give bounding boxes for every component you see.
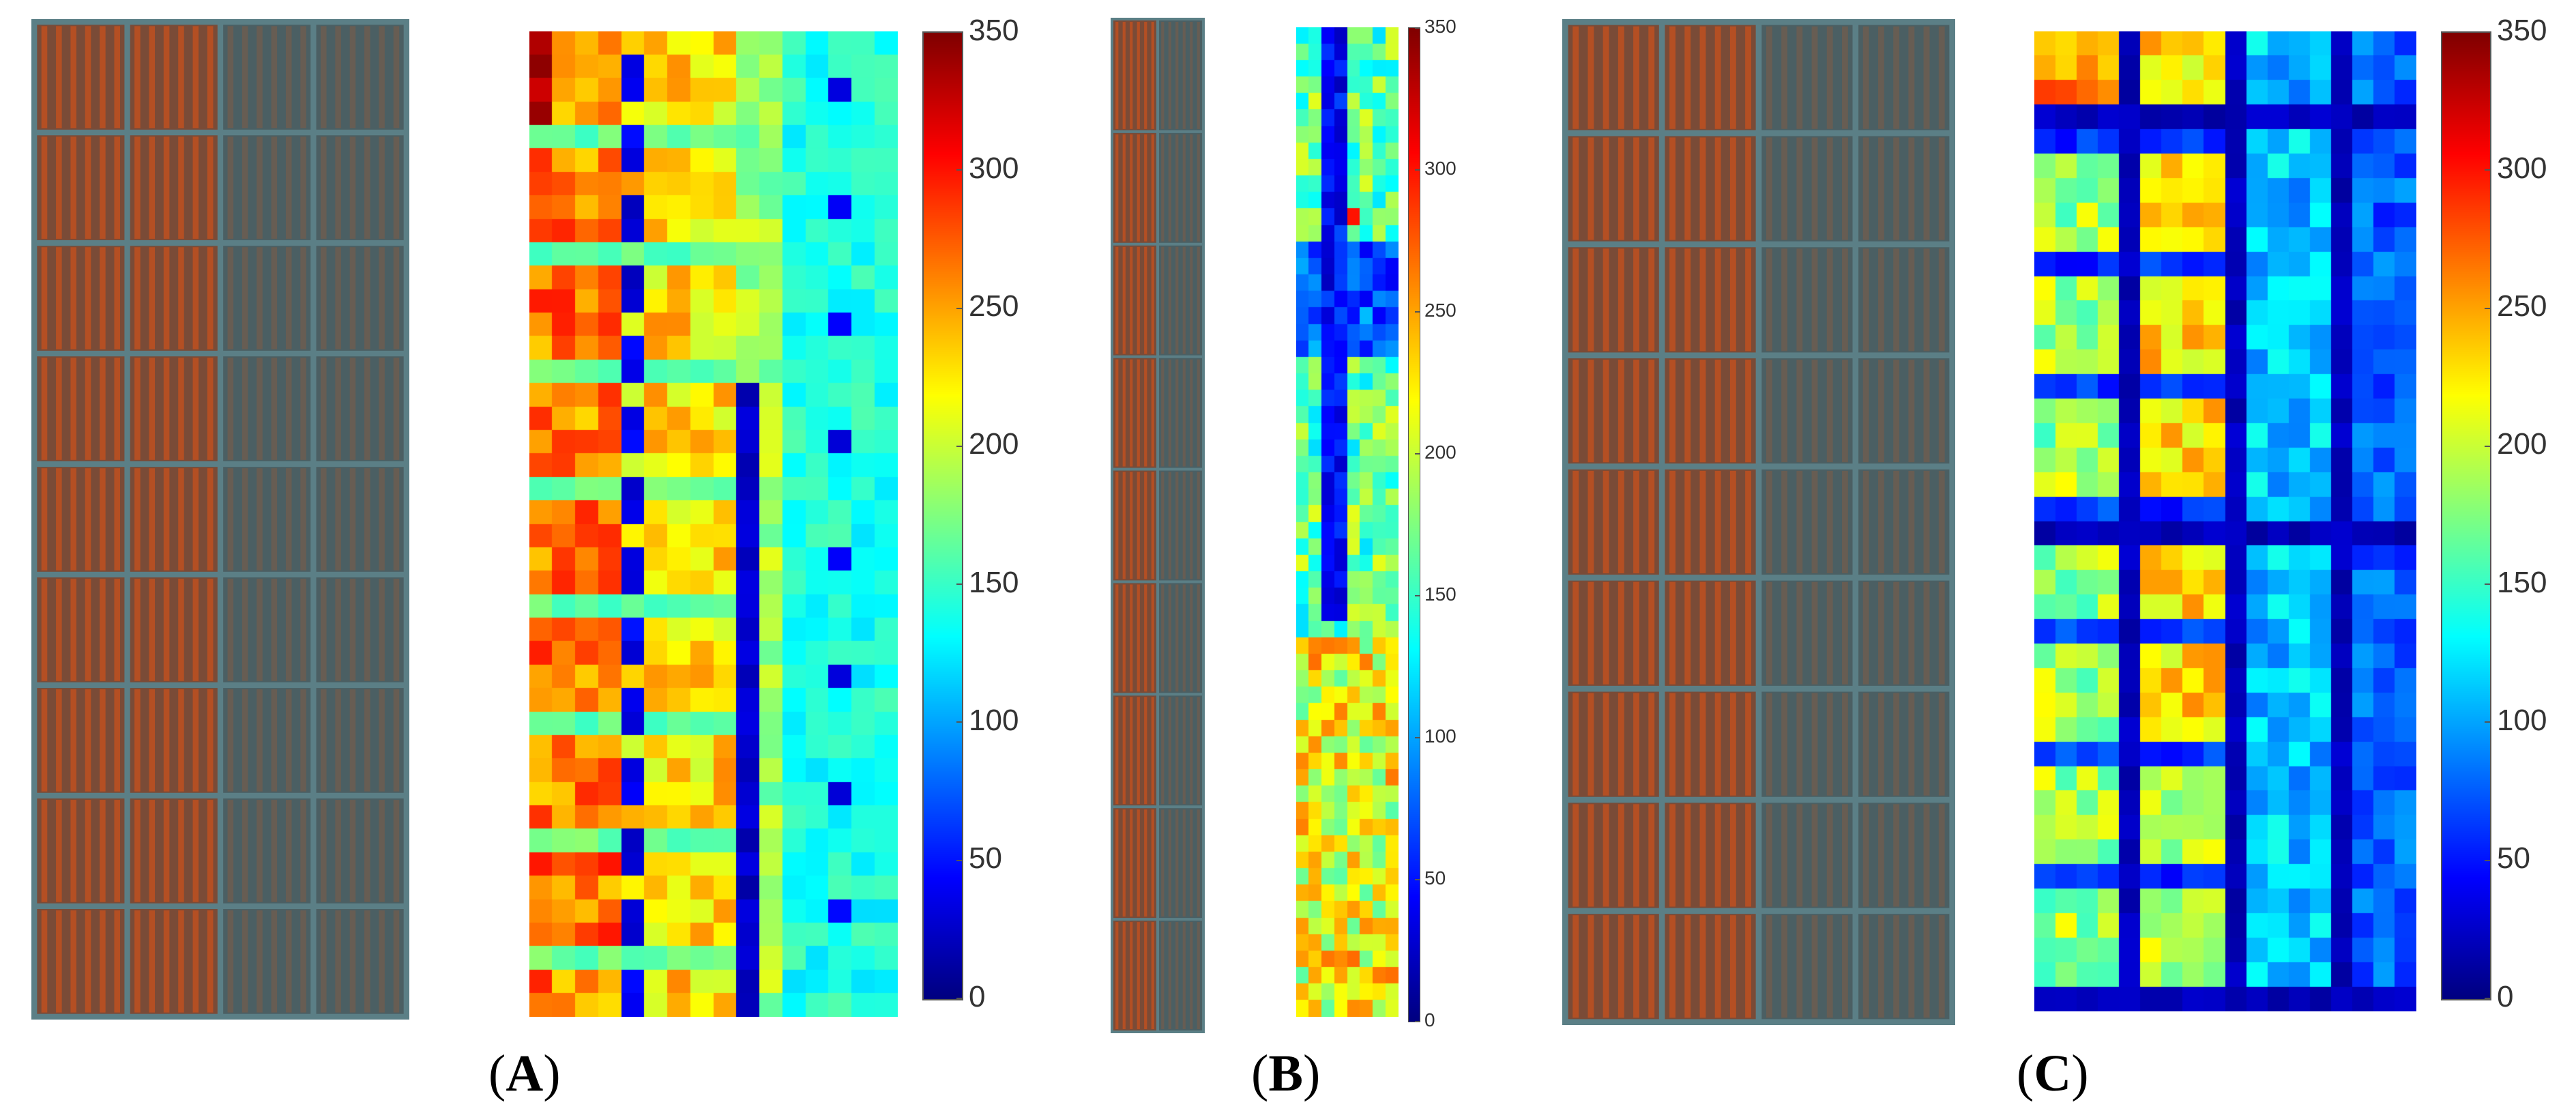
colorbar-tick-mark	[1415, 879, 1420, 880]
colorbar-tick-mark	[2485, 583, 2490, 586]
colorbar-tick-label: 350	[2497, 13, 2547, 47]
colorbar-tick-label: 200	[2497, 427, 2547, 461]
colorbar-tick-label: 250	[2497, 289, 2547, 323]
panel-c-label: (C)	[2017, 1045, 2089, 1102]
colorbar-tick-label: 0	[1424, 1009, 1435, 1031]
colorbar-tick-label: 300	[2497, 151, 2547, 185]
colorbar-tick-mark	[2485, 859, 2490, 861]
colorbar-tick-label: 200	[1424, 442, 1457, 463]
panel-b-colorbar	[1408, 27, 1420, 1022]
colorbar-tick-label: 300	[1424, 158, 1457, 179]
colorbar-tick-mark	[2485, 998, 2490, 999]
colorbar-tick-label: 100	[1424, 725, 1457, 747]
colorbar-tick-label: 150	[1424, 583, 1457, 605]
colorbar-tick-label: 50	[2497, 841, 2530, 876]
colorbar-tick-label: 100	[969, 704, 1019, 738]
panel-b-heatmap	[1296, 27, 1399, 1017]
colorbar-tick-mark	[956, 859, 962, 861]
panel-c-colorbar	[2441, 31, 2491, 1000]
colorbar-tick-mark	[956, 445, 962, 447]
colorbar-tick-label: 0	[969, 979, 986, 1013]
colorbar-tick-mark	[2485, 169, 2490, 171]
panel-a-colorbar	[922, 31, 963, 1000]
colorbar-tick-label: 150	[2497, 565, 2547, 599]
colorbar-tick-label: 250	[1424, 300, 1457, 321]
colorbar-tick-mark	[956, 998, 962, 999]
panel-b-aerial-photo	[1111, 18, 1205, 1033]
colorbar-tick-mark	[1415, 169, 1420, 171]
colorbar-tick-mark	[1415, 311, 1420, 313]
colorbar-tick-label: 150	[969, 565, 1019, 599]
colorbar-tick-mark	[956, 307, 962, 309]
colorbar-tick-mark	[956, 169, 962, 171]
panel-a-aerial-photo	[31, 19, 409, 1020]
colorbar-tick-mark	[2485, 721, 2490, 723]
colorbar-tick-mark	[2485, 445, 2490, 447]
panel-a-heatmap	[529, 31, 898, 1017]
colorbar-tick-label: 250	[969, 289, 1019, 323]
colorbar-tick-label: 50	[969, 841, 1002, 876]
colorbar-tick-label: 0	[2497, 979, 2514, 1013]
colorbar-tick-mark	[956, 721, 962, 723]
colorbar-tick-mark	[1415, 595, 1420, 596]
colorbar-tick-label: 350	[1424, 16, 1457, 38]
colorbar-tick-mark	[1415, 737, 1420, 738]
colorbar-tick-mark	[2485, 31, 2490, 33]
colorbar-tick-label: 100	[2497, 704, 2547, 738]
colorbar-tick-label: 300	[969, 151, 1019, 185]
colorbar-tick-label: 350	[969, 13, 1019, 47]
colorbar-tick-label: 200	[969, 427, 1019, 461]
colorbar-tick-mark	[2485, 307, 2490, 309]
colorbar-tick-label: 50	[1424, 867, 1446, 889]
colorbar-tick-mark	[1415, 453, 1420, 454]
panel-c-heatmap	[2034, 31, 2416, 1011]
panel-c-aerial-photo	[1562, 19, 1955, 1025]
panel-b-label: (B)	[1251, 1045, 1321, 1102]
panel-a-label: (A)	[488, 1045, 561, 1102]
colorbar-tick-mark	[956, 583, 962, 586]
colorbar-tick-mark	[1415, 27, 1420, 29]
colorbar-tick-mark	[956, 31, 962, 33]
colorbar-tick-mark	[1415, 1021, 1420, 1022]
